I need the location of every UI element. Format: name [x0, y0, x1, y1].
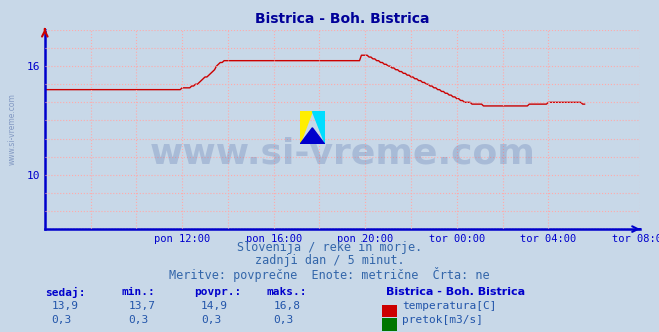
Text: 14,9: 14,9	[201, 301, 228, 311]
Text: povpr.:: povpr.:	[194, 287, 242, 297]
Text: 13,9: 13,9	[51, 301, 78, 311]
Text: 0,3: 0,3	[273, 315, 294, 325]
Text: Bistrica - Boh. Bistrica: Bistrica - Boh. Bistrica	[386, 287, 525, 297]
Text: 0,3: 0,3	[51, 315, 72, 325]
Text: min.:: min.:	[122, 287, 156, 297]
Text: pretok[m3/s]: pretok[m3/s]	[402, 315, 483, 325]
Text: Meritve: povprečne  Enote: metrične  Črta: ne: Meritve: povprečne Enote: metrične Črta:…	[169, 267, 490, 282]
Text: 0,3: 0,3	[201, 315, 221, 325]
Text: www.si-vreme.com: www.si-vreme.com	[150, 136, 535, 170]
Text: 13,7: 13,7	[129, 301, 156, 311]
Title: Bistrica - Boh. Bistrica: Bistrica - Boh. Bistrica	[255, 12, 430, 26]
Polygon shape	[312, 111, 325, 144]
Text: sedaj:: sedaj:	[45, 287, 85, 298]
Text: www.si-vreme.com: www.si-vreme.com	[8, 94, 16, 165]
Polygon shape	[300, 128, 325, 144]
Text: Slovenija / reke in morje.: Slovenija / reke in morje.	[237, 241, 422, 254]
Text: 16,8: 16,8	[273, 301, 301, 311]
Polygon shape	[300, 111, 312, 144]
Text: maks.:: maks.:	[267, 287, 307, 297]
Text: zadnji dan / 5 minut.: zadnji dan / 5 minut.	[254, 254, 405, 267]
Text: 0,3: 0,3	[129, 315, 149, 325]
Text: temperatura[C]: temperatura[C]	[402, 301, 496, 311]
